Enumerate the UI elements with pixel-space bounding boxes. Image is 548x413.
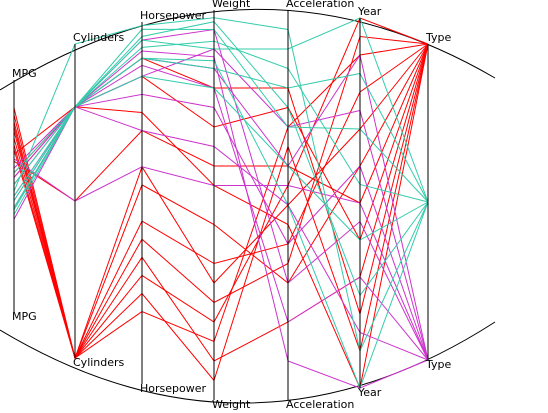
axis-label: Type [425,358,451,371]
data-line [13,21,429,297]
axis-label: MPG [12,310,37,323]
axis-label: Weight [212,398,251,411]
axis-label: Year [357,386,382,399]
data-line [13,53,429,361]
axis-label: Cylinders [73,356,125,369]
axis-label: Acceleration [286,0,354,10]
data-line [13,28,429,361]
axis-label: Year [357,5,382,18]
axis-label: Acceleration [286,398,354,411]
axes: MPG MPG Cylinders Cylinders Horsepower Horsep… [12,0,451,411]
axis-label: Cylinders [73,31,125,44]
data-line [13,43,429,360]
axis-label: MPG [12,67,37,80]
axis-label: Horsepower [140,9,206,22]
axis-label: Type [425,31,451,44]
data-line [13,17,429,353]
axis-label: Weight [212,0,251,10]
data-line [13,64,429,361]
axis-label: Horsepower [140,382,206,395]
data-line [13,43,429,359]
lines [13,17,429,390]
data-line [13,43,429,362]
data-line [13,43,429,360]
data-line [13,43,429,204]
data-line [13,43,429,382]
data-line [13,17,429,208]
data-line [13,43,429,360]
